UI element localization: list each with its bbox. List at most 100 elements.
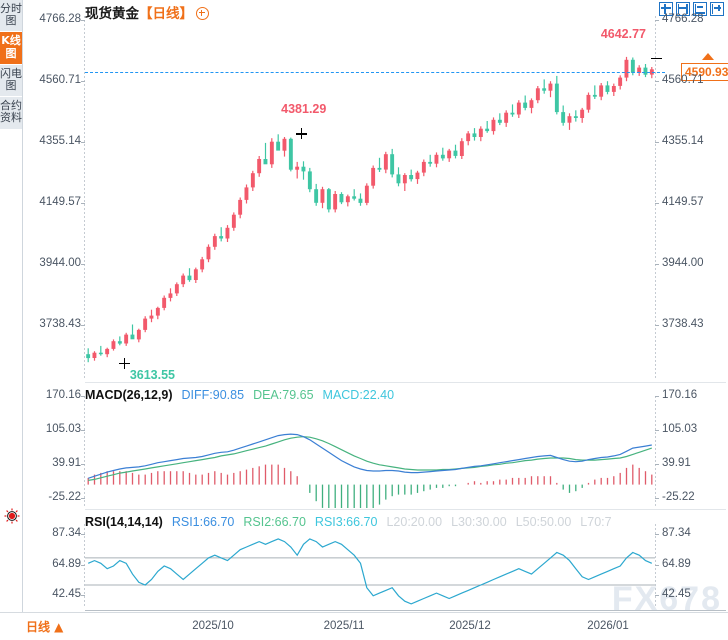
sidebar-label-lightning: 闪电图 (0, 66, 22, 93)
axis-tick (81, 142, 85, 143)
axis-tick (81, 498, 85, 499)
axis-tick (81, 20, 85, 21)
macd-axis-label-right: -25.22 (662, 490, 695, 503)
rsi-l30-value: L30:30.00 (451, 515, 507, 529)
axis-tick (655, 464, 659, 465)
low-annotation: 3613.55 (129, 368, 176, 383)
rsi2-value: RSI2:66.70 (243, 515, 306, 529)
sidebar-label-contract: 合约资料 (0, 99, 22, 125)
high-annotation: 4642.77 (600, 26, 647, 41)
price-axis-label-left: 4560.71 (39, 74, 81, 86)
crosshair-icon[interactable] (659, 2, 673, 16)
axis-tick (81, 595, 85, 596)
chart-title: 现货黄金【日线】 (85, 2, 209, 22)
grid-line (655, 524, 656, 608)
last-price-arrow (702, 53, 714, 61)
period-footer-button[interactable]: 日线 ▲ (26, 620, 64, 634)
instrument-name: 现货黄金 (85, 6, 139, 22)
price-axis-label-right: 4355.14 (662, 135, 704, 147)
x-axis-label: 2026/01 (587, 620, 629, 632)
macd-diff-value: DIFF:90.85 (181, 388, 245, 402)
chart-area[interactable]: 现货黄金【日线】 (23, 0, 728, 639)
price-axis-label-left: 3944.00 (39, 257, 81, 269)
price-axis-label-left: 4766.28 (39, 13, 81, 25)
circle-plus-icon[interactable] (196, 7, 209, 20)
left-sidebar: 分时图 K线图 闪电图 合约资料 (0, 0, 23, 639)
macd-header: MACD(26,12,9) DIFF:90.85 DEA:79.65 MACD:22.… (85, 387, 394, 402)
rsi-axis-label-left: 64.89 (52, 557, 81, 570)
price-axis-label-right: 4149.57 (662, 196, 704, 208)
macd-dea-value: DEA:79.65 (253, 388, 314, 402)
rsi-axis-label-right: 64.89 (662, 557, 691, 570)
rsi-divider (85, 509, 726, 510)
axis-tick (81, 396, 85, 397)
sidebar-label-timeshare: 分时图 (0, 2, 22, 28)
axis-tick (81, 325, 85, 326)
axis-tick (655, 81, 659, 82)
last-price-line (85, 72, 665, 74)
price-axis-label-left: 3738.43 (39, 318, 81, 330)
price-axis-label-left: 4149.57 (39, 196, 81, 208)
rsi-axis-label-right: 87.34 (662, 527, 691, 540)
horizontal-scale-icon[interactable] (693, 2, 707, 16)
vertical-scale-icon[interactable] (676, 2, 690, 16)
x-axis-label: 2025/10 (192, 620, 234, 632)
macd-macd-value: MACD:22.40 (322, 388, 395, 402)
rsi-plot[interactable] (85, 524, 655, 608)
macd-axis-label-left: 170.16 (45, 389, 81, 401)
axis-tick (655, 534, 659, 535)
swing-high-marker (296, 128, 308, 140)
axis-tick (655, 396, 659, 397)
price-plot[interactable] (85, 14, 655, 380)
macd-title: MACD(26,12,9) (85, 388, 173, 402)
axis-tick (655, 142, 659, 143)
rsi-l70-value: L70:7 (580, 515, 612, 529)
brightness-icon[interactable] (4, 508, 20, 524)
price-axis-label-right: 3944.00 (662, 257, 704, 269)
x-axis-label: 2025/11 (323, 620, 365, 632)
sidebar-item-lightning[interactable]: 闪电图 (0, 64, 22, 98)
axis-tick (655, 565, 659, 566)
sidebar-item-timeshare[interactable]: 分时图 (0, 0, 22, 33)
axis-tick (81, 430, 85, 431)
axis-tick (655, 498, 659, 499)
price-axis-label-right: 4560.71 (662, 74, 704, 86)
macd-axis-label-right: 39.91 (662, 456, 691, 469)
macd-plot[interactable] (85, 396, 655, 508)
rsi3-value: RSI3:66.70 (314, 515, 378, 529)
expand-right-icon[interactable] (710, 2, 724, 16)
swing-high-annotation: 4381.29 (281, 102, 327, 117)
macd-axis-label-left: 39.91 (52, 456, 81, 469)
grid-line (655, 16, 656, 380)
rsi-l20-value: L20:20.00 (386, 515, 443, 529)
grid-line (655, 396, 656, 508)
macd-axis-label-right: 170.16 (662, 389, 698, 401)
last-price-tag: 4590.93 (681, 63, 728, 82)
x-axis-label: 2025/12 (449, 620, 491, 632)
price-axis-label-left: 4355.14 (39, 135, 81, 147)
rsi-header: RSI(14,14,14) RSI1:66.70 RSI2:66.70 RSI3:66… (85, 514, 612, 529)
x-axis-line (85, 610, 726, 611)
axis-tick (655, 595, 659, 596)
bottom-bar (0, 612, 728, 640)
sidebar-item-kline[interactable]: K线图 (0, 32, 22, 65)
sidebar-label-kline: K线图 (1, 34, 21, 60)
axis-tick (655, 430, 659, 431)
macd-axis-label-right: 105.03 (662, 422, 698, 435)
grid-line (84, 16, 85, 380)
chart-toolbar (659, 2, 724, 16)
rsi-axis-label-left: 87.34 (52, 527, 81, 540)
axis-tick (81, 565, 85, 566)
sidebar-item-contract[interactable]: 合约资料 (0, 97, 22, 130)
rsi-axis-label-right: 42.45 (662, 588, 691, 601)
axis-tick (655, 264, 659, 265)
axis-tick (81, 534, 85, 535)
axis-tick (81, 264, 85, 265)
axis-tick (655, 203, 659, 204)
axis-tick (81, 203, 85, 204)
grid-line (84, 524, 85, 608)
price-axis-label-right: 4766.28 (662, 13, 704, 25)
axis-tick (655, 325, 659, 326)
price-axis-label-right: 3738.43 (662, 318, 704, 330)
